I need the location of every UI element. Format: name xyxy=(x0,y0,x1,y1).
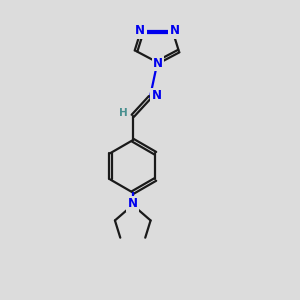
Text: N: N xyxy=(170,24,180,37)
Text: H: H xyxy=(119,108,128,118)
Text: N: N xyxy=(153,57,163,70)
Text: N: N xyxy=(152,89,161,102)
Text: N: N xyxy=(128,197,138,210)
Text: N: N xyxy=(135,24,145,37)
